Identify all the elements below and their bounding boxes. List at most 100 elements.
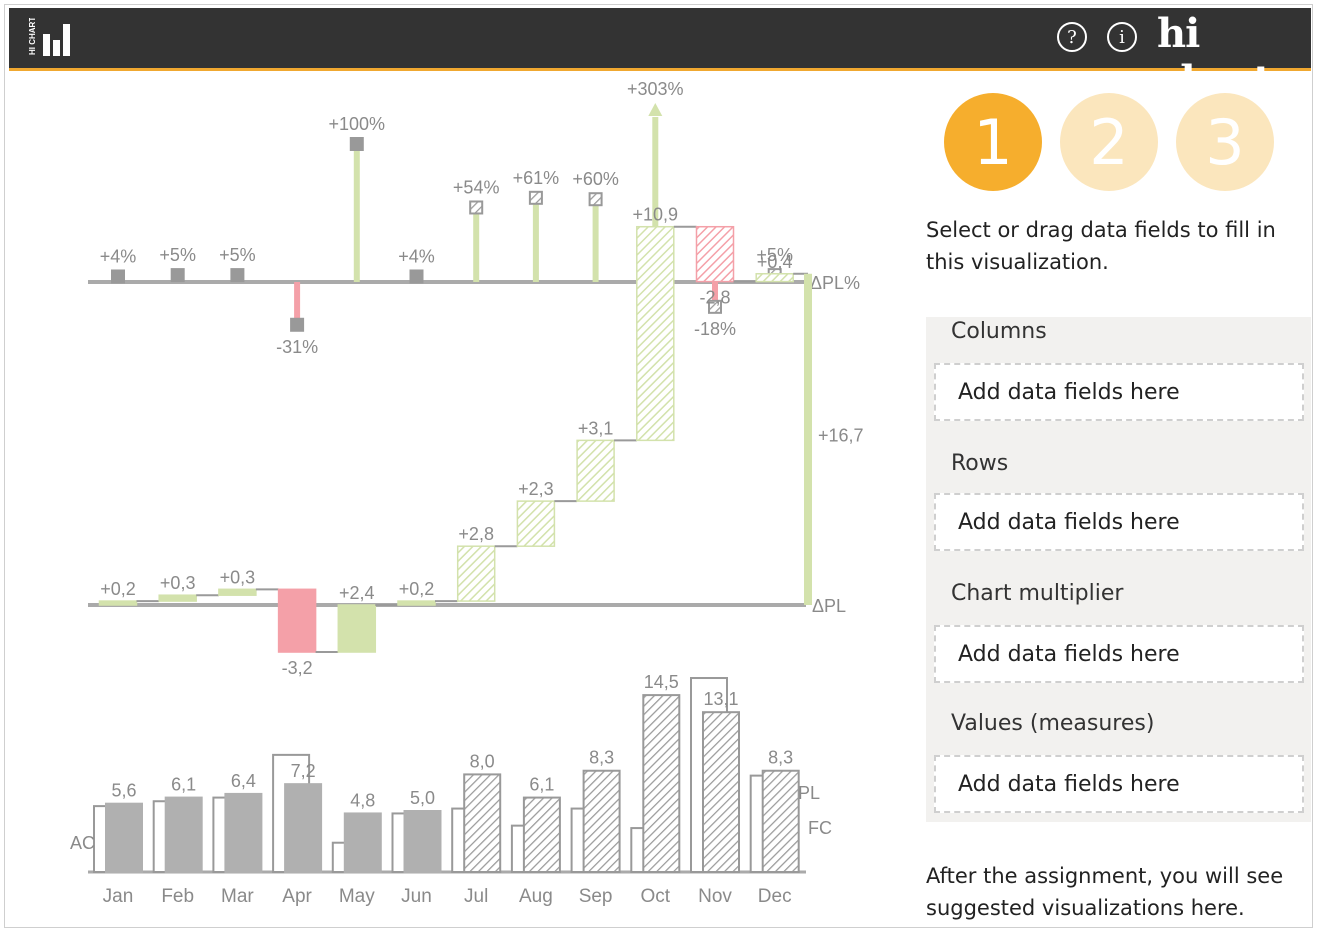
pin-head [170,268,185,283]
forecast-bar [463,773,502,874]
pin-value-label: +303% [627,79,684,99]
bar-value-label: 4,8 [350,790,375,810]
pin-value-label: +61% [513,168,560,188]
logo-text: HI CHART [28,18,37,55]
pin-value-label: +4% [398,246,435,266]
pin-stem [532,197,539,282]
step-label: 3 [1205,105,1245,179]
waterfall-bar [695,225,735,283]
instruction-text: Select or drag data fields to fill in th… [926,218,1276,274]
waterfall-value-label: +3,1 [578,418,614,438]
question-circle-icon: ? [1067,26,1077,48]
month-label: May [339,886,375,907]
waterfall-bar [158,594,197,602]
info-button[interactable]: i [1107,22,1137,52]
actual-bar [224,792,263,873]
month-label: Jun [401,886,432,907]
waterfall-value-label: -2,8 [699,288,730,308]
waterfall-value-label: +0,2 [399,579,435,599]
waterfall-value-label: +2,8 [458,524,494,544]
pin-head [230,268,245,283]
pin-value-label: +54% [453,177,500,197]
pin-value-label: +5% [159,245,196,265]
visual-frame [4,4,1313,928]
actual-bar [403,810,442,873]
ac-series-label: AC [70,833,95,853]
pin-stem [353,144,360,282]
bar-value-label: 5,6 [111,781,136,801]
step-label: 2 [1089,105,1129,179]
bar-value-label: 6,1 [171,775,196,795]
well-label-chart-multiplier: Chart multiplier [951,581,1124,606]
waterfall-total-bar [804,273,812,605]
well-label-columns: Columns [951,319,1047,344]
bar-value-label: 6,4 [231,771,256,791]
bar-value-label: 14,5 [644,672,679,692]
pin-head [409,269,424,284]
forecast-bar [761,769,800,873]
actual-plan-bar-chart: 5,6 Jan 6,1 Feb 6,4 Mar 7,2 Apr 4,8 May 5,0 Jun 8,0 J… [70,672,832,907]
pin-overflow-arrow [648,103,663,116]
pin-head [111,269,125,284]
brand-wordmark: hi chart [1157,10,1272,104]
well-label-rows: Rows [951,451,1009,476]
waterfall-value-label: +2,4 [339,583,375,603]
bar-value-label: 7,2 [291,761,316,781]
field-wells: Columns Add data fields here Rows Add da… [926,317,1311,822]
waterfall-bar [456,545,496,602]
month-label: Apr [282,886,312,907]
pin-value-label: -18% [694,319,736,339]
header-bar: HI CHART ? i hi chart [9,8,1311,104]
pin-stem [294,282,301,325]
bar-value-label: 8,3 [589,748,614,768]
waterfall-value-label: +2,3 [518,479,554,499]
columns-drop-zone[interactable]: Add data fields here [934,363,1304,421]
bar-value-label: 6,1 [529,775,554,795]
waterfall-bar [218,588,257,596]
values-drop-zone[interactable]: Add data fields here [934,755,1304,813]
waterfall-bar [397,600,436,606]
waterfall-value-label: +10,9 [633,205,679,225]
pl-series-label: PL [798,783,820,803]
bar-value-label: 8,3 [768,748,793,768]
pin-head [708,299,722,314]
pin-stem [712,282,718,307]
waterfall-value-label: -3,2 [282,658,313,678]
forecast-bar [582,769,621,873]
pin-stem [592,199,599,282]
waterfall-bar [98,600,138,606]
month-label: Feb [161,886,194,907]
actual-bar [284,783,323,873]
pin-value-label: -31% [276,337,318,357]
actual-bar [164,796,203,874]
pin-value-label: +5% [756,245,793,265]
waterfall-value-label: +0,3 [220,567,256,587]
pin-head [469,200,484,215]
month-label: Mar [221,886,254,907]
rows-drop-zone[interactable]: Add data fields here [934,493,1304,551]
waterfall-bar [636,225,675,442]
pin-head [528,190,543,205]
waterfall-bar [576,439,615,502]
month-label: Jan [103,886,134,907]
month-label: Jul [464,886,488,907]
hichart-logo-icon: HI CHART [28,18,70,56]
month-label: Oct [641,886,671,907]
pin-head [349,137,364,151]
help-button[interactable]: ? [1057,22,1087,52]
waterfall-bar [516,500,556,547]
pin-value-label: +100% [329,114,386,134]
chart-multiplier-drop-zone[interactable]: Add data fields here [934,625,1304,683]
step-label: 1 [973,105,1013,179]
well-label-values: Values (measures) [951,711,1155,736]
pin-value-label: +60% [572,169,619,189]
forecast-bar [642,694,681,873]
waterfall-bar [755,273,794,283]
pin-series-label: ΔPL% [810,273,860,293]
actual-bar [105,802,143,873]
step-3-button[interactable]: 3 [1176,93,1274,191]
chart-canvas: +4% +5% +5% -31% +100% +4% +54% +61% +60% +303% -1… [70,79,864,907]
step-2-button[interactable]: 2 [1060,93,1158,191]
month-label: Dec [758,886,792,907]
step-1-button[interactable]: 1 [944,93,1042,191]
